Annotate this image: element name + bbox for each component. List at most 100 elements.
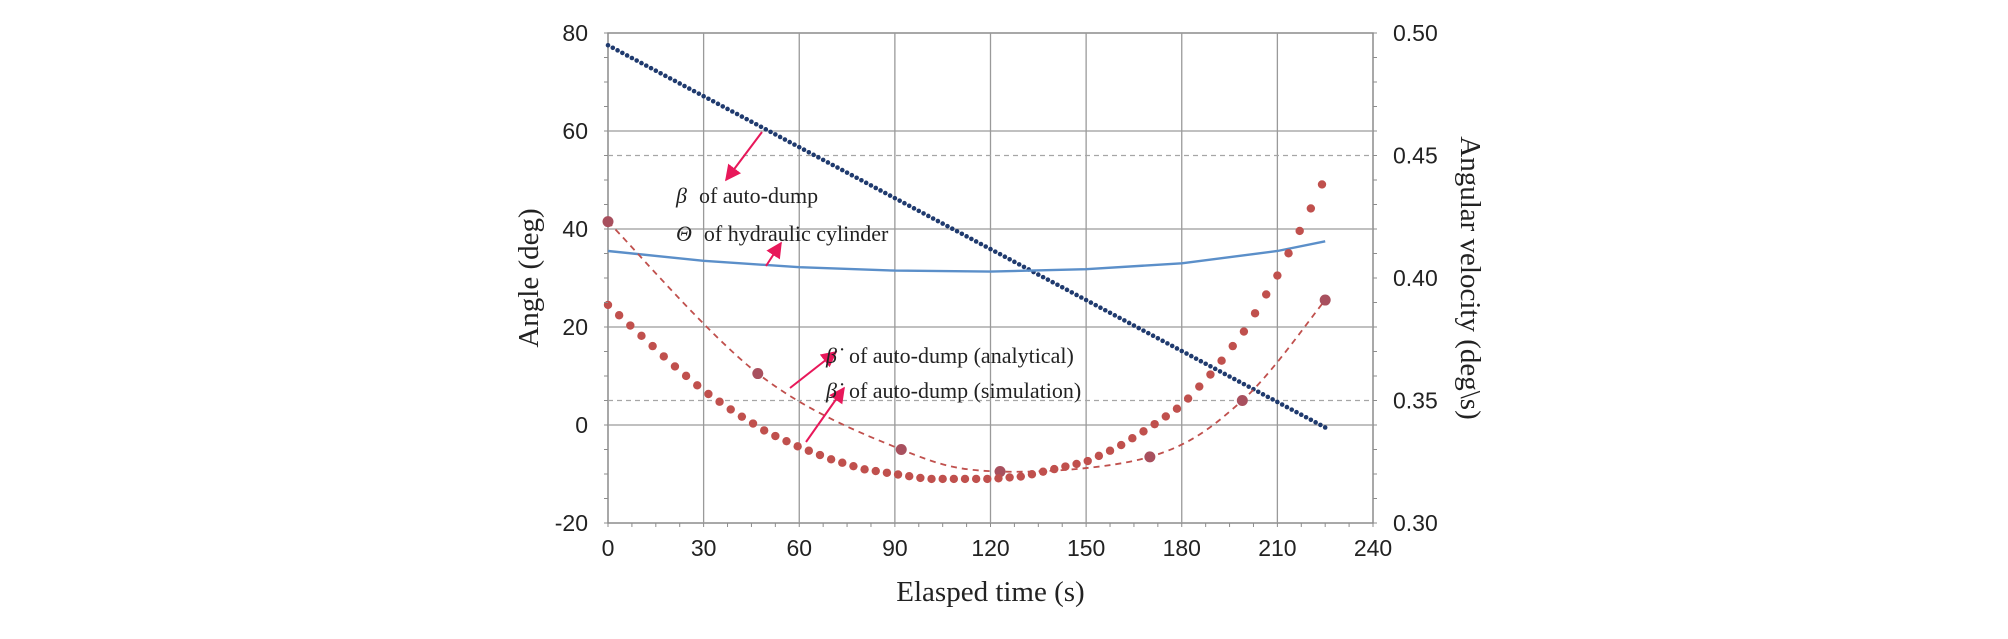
beta-point [820, 157, 826, 163]
y2-tick-label: 0.50 [1393, 20, 1438, 46]
beta-point [1279, 402, 1285, 407]
beta-dot-analytical-point [804, 446, 814, 455]
beta-point [1088, 300, 1094, 305]
beta-point [1303, 414, 1309, 420]
beta-point [773, 132, 778, 137]
beta-point [753, 121, 759, 127]
beta-dot-analytical-point [726, 405, 735, 414]
x-tick-label: 120 [971, 535, 1009, 561]
x-axis-title: Elasped time (s) [896, 576, 1084, 608]
beta-point [1189, 353, 1194, 359]
beta-dot-analytical-point [927, 474, 936, 484]
beta-point [706, 96, 711, 102]
beta-point [667, 76, 673, 81]
beta-point [973, 239, 979, 244]
beta-point [620, 50, 625, 56]
beta-point [988, 246, 993, 252]
beta-point [978, 241, 984, 247]
beta-point [1275, 399, 1280, 405]
beta-point [1255, 389, 1261, 395]
beta-dot-analytical-point [905, 472, 914, 481]
beta-point [682, 83, 687, 89]
beta-point [1150, 333, 1156, 339]
beta-dot-analytical-point [916, 473, 925, 483]
beta-dot-analytical-point [1228, 341, 1237, 351]
beta-point [811, 152, 816, 158]
annotation-symbol: β [675, 183, 687, 208]
beta-point [911, 206, 917, 211]
beta-dot-analytical-point [1295, 226, 1304, 236]
beta-point [1174, 346, 1180, 351]
beta-dot-analytical-point [1195, 382, 1204, 391]
beta-point [1055, 282, 1060, 288]
beta-point [906, 203, 912, 209]
beta-dot-analytical-point [1105, 446, 1115, 455]
beta-point [1165, 341, 1170, 346]
beta-point [1308, 417, 1314, 423]
arrow-beta-dot-simulation [805, 386, 845, 443]
beta-point [1112, 313, 1118, 318]
beta-point [1059, 285, 1065, 290]
beta-point [964, 234, 969, 239]
beta-point [1179, 348, 1185, 354]
beta-point [768, 129, 773, 135]
beta-point [730, 109, 735, 114]
y-tick-label: -20 [555, 510, 588, 536]
beta-point [1069, 290, 1075, 295]
annotation-text: of auto-dump (analytical) [849, 343, 1074, 368]
beta-point [883, 190, 888, 196]
beta-point [839, 167, 845, 173]
beta-dot-simulation-point [752, 368, 764, 380]
beta-point [796, 144, 802, 150]
beta-point [763, 127, 769, 132]
beta-point [677, 81, 683, 86]
x-tick-label: 60 [786, 535, 812, 561]
beta-point [1212, 366, 1218, 372]
x-tick-label: 210 [1258, 535, 1296, 561]
beta-dot-analytical-point [1161, 412, 1171, 421]
beta-point [1294, 409, 1299, 415]
beta-dot-analytical-point [1027, 470, 1037, 479]
theta-line [607, 240, 1326, 273]
beta-point [672, 78, 678, 84]
y2-tick-label: 0.35 [1393, 388, 1438, 414]
beta-point [935, 218, 941, 224]
beta-point [739, 114, 745, 119]
beta-dot-analytical-point [793, 442, 802, 451]
beta-point [1322, 425, 1328, 430]
beta-dot-analytical-point [938, 474, 947, 484]
beta-point [949, 226, 955, 232]
beta-point [643, 63, 649, 68]
annotation-text: of auto-dump [699, 183, 818, 208]
beta-dot-simulation-point [895, 444, 907, 455]
beta-point [806, 149, 812, 155]
arrow-beta-dot-analytical [789, 351, 838, 389]
beta-point [1155, 335, 1161, 341]
beta-dot-analytical-point [994, 474, 1003, 483]
beta-dot-analytical-point [1083, 456, 1092, 466]
beta-point [1040, 274, 1046, 280]
beta-dot-analytical-point [1061, 462, 1070, 471]
beta-point [710, 99, 716, 104]
beta-point [1208, 363, 1213, 369]
beta-dot-analytical-point [737, 412, 747, 421]
beta-dot-analytical-point [1172, 404, 1182, 413]
beta-point [1270, 397, 1275, 402]
y-tick-label: 60 [562, 118, 588, 144]
beta-point [792, 142, 797, 147]
beta-point [1093, 302, 1098, 308]
beta-point [1298, 412, 1304, 418]
beta-dot-analytical-point [1262, 290, 1271, 299]
beta-point [653, 68, 659, 74]
beta-dot-analytical-point [759, 426, 769, 435]
annotation-text: of hydraulic cylinder [704, 221, 889, 246]
beta-dot-analytical-point [1206, 370, 1215, 379]
annotation-label: β of auto-dump [675, 183, 818, 208]
beta-dot-analytical-point [838, 458, 847, 467]
beta-point [1007, 256, 1012, 262]
beta-dot-analytical-point [893, 470, 903, 479]
beta-point [878, 188, 883, 193]
y-tick-label: 40 [562, 216, 588, 242]
beta-dot-analytical-point [681, 371, 691, 381]
beta-point [1083, 297, 1089, 303]
